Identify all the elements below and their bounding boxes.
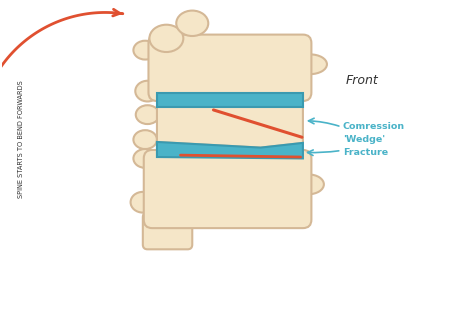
Ellipse shape — [149, 25, 183, 52]
Ellipse shape — [133, 130, 157, 149]
Ellipse shape — [130, 192, 155, 213]
Text: Front: Front — [346, 74, 378, 87]
FancyBboxPatch shape — [144, 150, 311, 228]
Polygon shape — [157, 142, 303, 159]
Polygon shape — [157, 93, 303, 107]
Ellipse shape — [176, 11, 208, 36]
Ellipse shape — [135, 81, 160, 102]
Ellipse shape — [133, 41, 157, 60]
Ellipse shape — [136, 105, 159, 124]
FancyBboxPatch shape — [148, 35, 311, 101]
Ellipse shape — [293, 54, 327, 74]
Ellipse shape — [293, 174, 324, 194]
Polygon shape — [157, 107, 303, 148]
Ellipse shape — [133, 149, 157, 168]
FancyBboxPatch shape — [143, 213, 192, 249]
Text: SPINE STARTS TO BEND FORWARDS: SPINE STARTS TO BEND FORWARDS — [18, 81, 24, 199]
Text: Comression
'Wedge'
Fracture: Comression 'Wedge' Fracture — [343, 122, 405, 157]
